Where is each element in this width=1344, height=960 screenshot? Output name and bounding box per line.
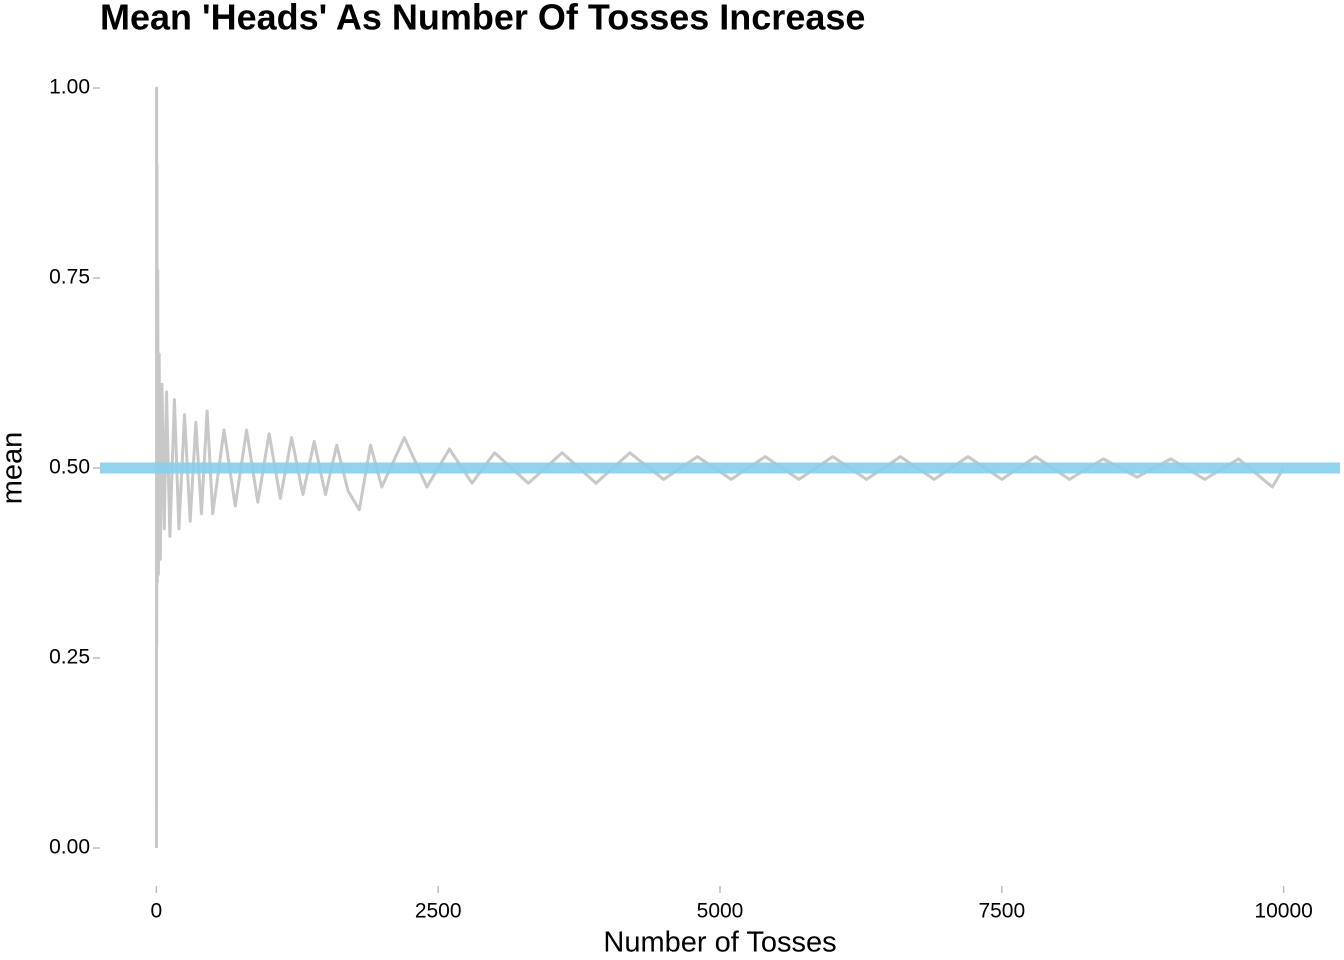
y-tick-label: 0.50 [49,456,90,479]
x-tick-label: 0 [151,900,163,923]
y-tick-label: 1.00 [49,76,90,99]
y-tick-label: 0.25 [49,646,90,669]
x-axis-label: Number of Tosses [603,927,836,959]
chart-title: Mean 'Heads' As Number Of Tosses Increas… [100,0,865,38]
y-axis-label: mean [0,432,29,505]
y-tick-label: 0.00 [49,836,90,859]
x-tick-label: 2500 [415,900,462,923]
x-tick-label: 10000 [1254,900,1312,923]
y-tick-label: 0.75 [49,266,90,289]
x-tick-label: 7500 [978,900,1025,923]
x-tick-label: 5000 [697,900,744,923]
